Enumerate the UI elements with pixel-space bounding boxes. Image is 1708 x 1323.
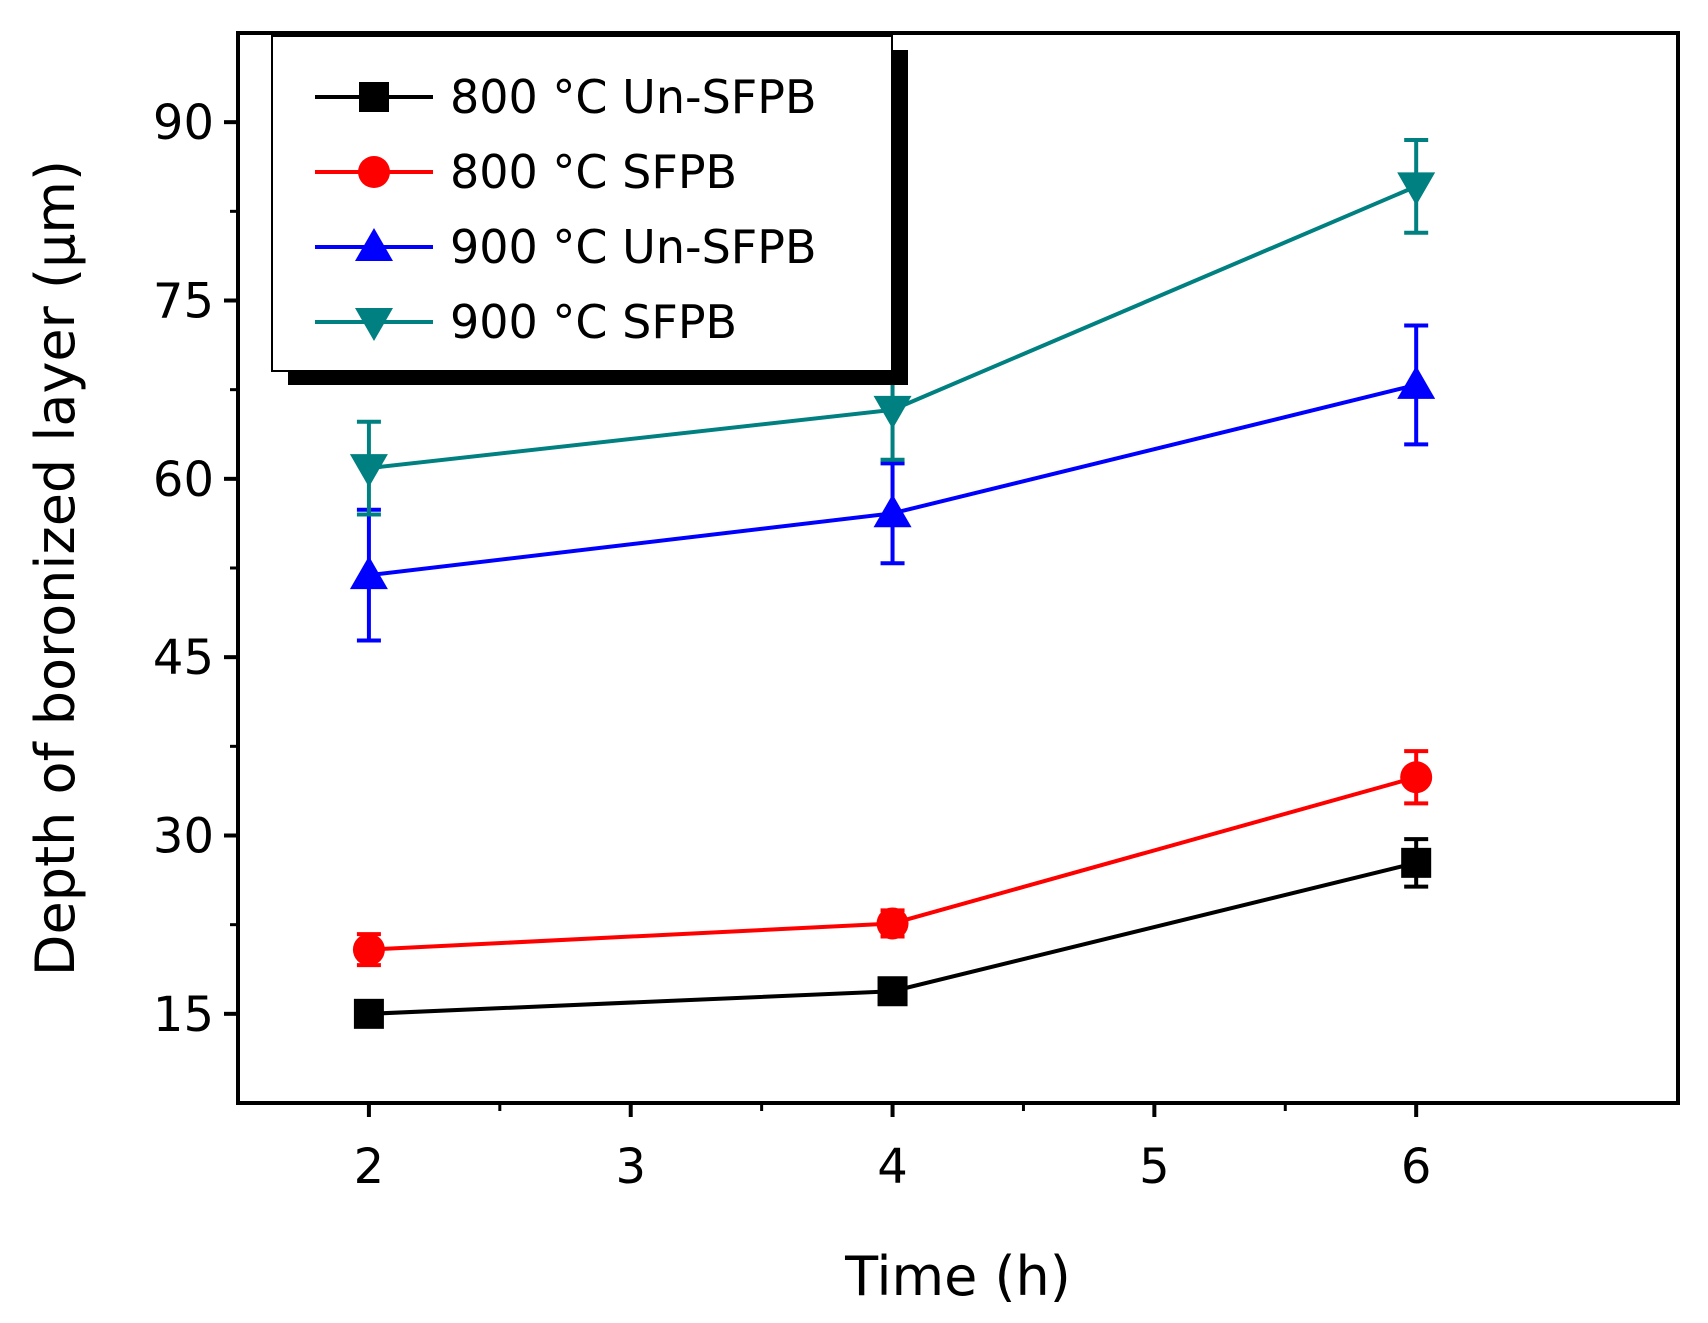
data-point [352,933,385,966]
y-tick-label: 45 [153,630,214,686]
legend-item-3: 900 °C Un-SFPB [315,220,817,274]
data-point [1400,761,1433,794]
legend-item-1: 800 °C Un-SFPB [315,70,817,124]
legend-marker [355,228,393,261]
series-layer [349,138,1436,1029]
legend: 800 °C Un-SFPB 800 °C SFPB 900 °C Un-SFPB 9… [271,35,908,385]
y-tick-label: 90 [153,95,214,151]
x-tick-label: 6 [1401,1139,1432,1195]
y-tick-label: 30 [153,809,214,865]
y-axis-title: Depth of boronized layer (μm) [24,160,87,976]
series-3 [349,323,1436,643]
data-point [353,998,384,1029]
data-point [349,556,388,590]
legend-label: 900 °C Un-SFPB [450,220,817,274]
legend-label: 800 °C SFPB [450,145,737,199]
data-point [1397,365,1436,399]
data-point [873,494,912,528]
x-tick-label: 5 [1139,1139,1170,1195]
y-tick-label: 75 [153,274,214,330]
data-point [1401,847,1432,878]
legend-item-2: 800 °C SFPB [315,145,737,199]
data-point [877,976,908,1007]
y-tick-label: 60 [153,452,214,508]
data-point [873,395,912,429]
data-point [1397,172,1436,206]
legend-marker [355,308,393,341]
legend-label: 900 °C SFPB [450,295,737,349]
legend-label: 800 °C Un-SFPB [450,70,817,124]
data-point [349,454,388,488]
x-tick-label: 4 [877,1139,908,1195]
legend-item-4: 900 °C SFPB [315,295,737,349]
legend-marker [359,82,389,112]
x-axis-title: Time (h) [844,1245,1071,1308]
data-point [876,907,909,940]
x-tick-label: 2 [354,1139,385,1195]
y-tick-label: 15 [153,987,214,1043]
series-2 [352,749,1433,968]
series-4 [349,138,1436,517]
legend-marker [358,156,390,188]
series-1 [353,837,1432,1029]
x-tick-label: 3 [615,1139,646,1195]
